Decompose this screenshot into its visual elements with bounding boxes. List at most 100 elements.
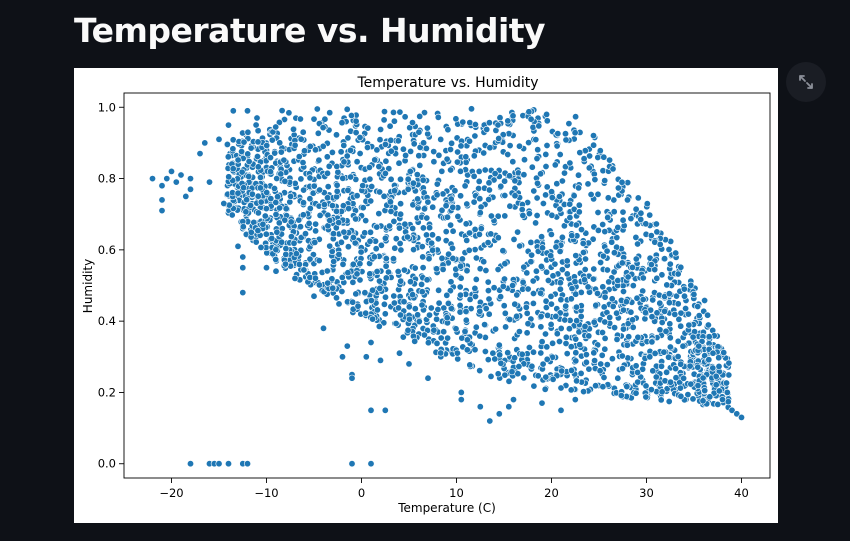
scatter-point (724, 398, 732, 406)
scatter-point (587, 191, 595, 199)
scatter-point (373, 223, 381, 231)
scatter-point (299, 159, 307, 167)
scatter-point (514, 228, 522, 236)
scatter-point (287, 192, 295, 200)
scatter-point (380, 192, 388, 200)
scatter-point (306, 204, 314, 212)
scatter-point (666, 260, 674, 268)
scatter-point (491, 355, 499, 363)
scatter-point (684, 310, 692, 318)
scatter-point (647, 386, 655, 394)
scatter-point (247, 228, 255, 236)
scatter-point (316, 211, 324, 219)
scatter-point (601, 293, 609, 301)
scatter-point (470, 198, 478, 206)
scatter-point (329, 230, 337, 238)
scatter-point (449, 203, 457, 211)
scatter-point (533, 155, 541, 163)
scatter-point (295, 153, 303, 161)
scatter-point (684, 391, 692, 399)
scatter-point (425, 311, 433, 319)
scatter-point (520, 171, 528, 179)
scatter-point (422, 144, 430, 152)
scatter-point (629, 316, 637, 324)
fullscreen-expand-button[interactable] (786, 62, 826, 102)
scatter-point (311, 238, 319, 246)
scatter-point (485, 179, 493, 187)
scatter-point (463, 346, 471, 354)
scatter-point (539, 360, 547, 368)
scatter-point (403, 233, 411, 241)
plot-frame (123, 92, 771, 479)
scatter-point (657, 362, 665, 370)
scatter-point (306, 142, 314, 150)
scatter-point (424, 130, 432, 138)
scatter-point (528, 163, 536, 171)
scatter-point (518, 206, 526, 214)
scatter-point (603, 247, 611, 255)
scatter-point (401, 113, 409, 121)
scatter-point (409, 179, 417, 187)
scatter-point (618, 259, 626, 267)
page-title: Temperature vs. Humidity (74, 11, 546, 50)
scatter-point (463, 200, 471, 208)
scatter-point (632, 362, 640, 370)
y-axis-ticks: 0.0 0.2 0.4 0.6 0.8 1.0 (98, 100, 124, 471)
scatter-point (623, 383, 631, 391)
scatter-point (352, 129, 360, 137)
scatter-point (272, 211, 280, 219)
scatter-point (340, 158, 348, 166)
scatter-point (566, 159, 574, 167)
scatter-point (665, 353, 673, 361)
scatter-point (509, 282, 517, 290)
scatter-point (389, 255, 397, 263)
scatter-point (475, 167, 483, 175)
scatter-point (534, 146, 542, 154)
scatter-point (449, 254, 457, 262)
scatter-point (589, 132, 597, 140)
scatter-point (661, 307, 669, 315)
scatter-point (658, 271, 666, 279)
scatter-point (267, 168, 275, 176)
scatter-point (340, 228, 348, 236)
scatter-point (658, 319, 666, 327)
scatter-point (300, 186, 308, 194)
scatter-point (672, 365, 680, 373)
scatter-point (390, 187, 398, 195)
scatter-point (671, 310, 679, 318)
scatter-point (598, 328, 606, 336)
scatter-point (420, 139, 428, 147)
scatter-point (256, 184, 264, 192)
scatter-point (542, 373, 550, 381)
scatter-point (433, 339, 441, 347)
scatter-point (271, 185, 279, 193)
scatter-point (547, 292, 555, 300)
scatter-point (571, 396, 579, 404)
scatter-point (397, 200, 405, 208)
scatter-point (538, 399, 546, 407)
scatter-point (447, 278, 455, 286)
scatter-point (371, 156, 379, 164)
scatter-point (419, 253, 427, 261)
scatter-point (501, 177, 509, 185)
scatter-point (605, 278, 613, 286)
scatter-point (333, 187, 341, 195)
scatter-point (483, 125, 491, 133)
scatter-point (547, 320, 555, 328)
scatter-point (591, 176, 599, 184)
scatter-point (349, 233, 357, 241)
scatter-point (343, 152, 351, 160)
scatter-point (337, 148, 345, 156)
scatter-point (627, 215, 635, 223)
scatter-point (300, 266, 308, 274)
scatter-point (306, 195, 314, 203)
scatter-point (430, 148, 438, 156)
scatter-point (353, 192, 361, 200)
scatter-point (402, 151, 410, 159)
scatter-point (585, 332, 593, 340)
scatter-point (529, 290, 537, 298)
scatter-point (609, 165, 617, 173)
scatter-point (299, 128, 307, 136)
scatter-point (590, 349, 598, 357)
scatter-point (563, 270, 571, 278)
